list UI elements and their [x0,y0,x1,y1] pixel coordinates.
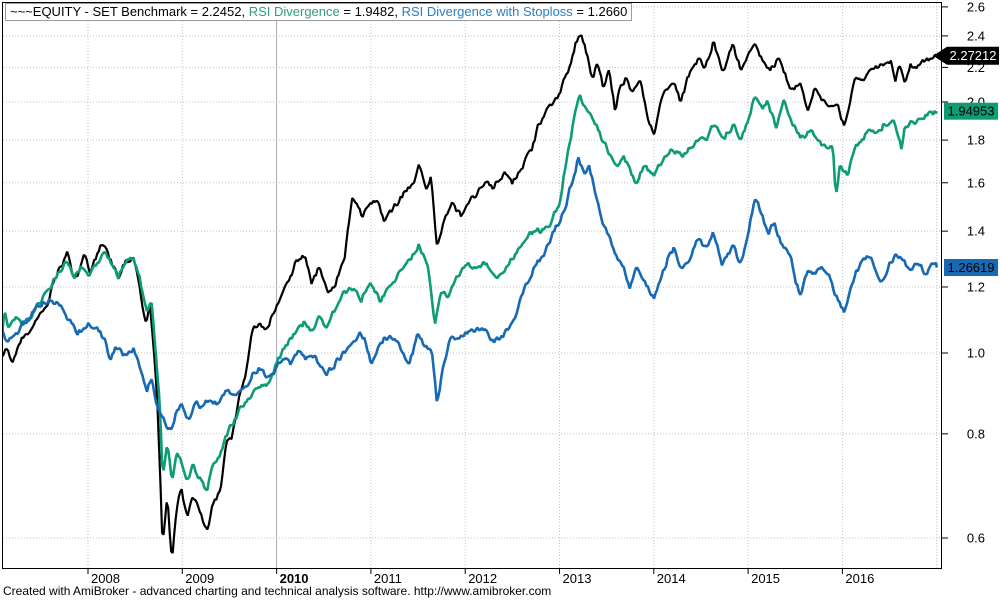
series-line-set-benchmark [3,34,938,554]
equity-series-lines [3,34,938,554]
price-flag-rsi-divergence-with-stoploss-label: 1.26619 [948,260,995,275]
price-flag-rsi-divergence-with-stoploss [944,259,998,277]
y-axis-label: 1.4 [967,224,985,239]
chart-title: ~~~EQUITY - SET Benchmark = 2.2452, RSI … [5,3,633,21]
plot-border [2,2,942,569]
x-axis-label: 2016 [845,571,874,586]
y-axis-label: 1.2 [967,279,985,294]
series-line-rsi-divergence-with-stoploss [3,157,938,431]
y-axis-label: 1.0 [967,346,985,361]
series-line-rsi-divergence [3,94,938,492]
x-axis-label: 2009 [185,571,214,586]
y-axis-label: 1.8 [967,133,985,148]
title-segment-rsi-divergence-stoploss-title: RSI Divergence with Stoploss [401,4,573,19]
price-flags: 2.27212 1.94953 1.26619 [933,46,999,277]
chart-plot-area[interactable] [3,3,941,568]
title-segment-rsi-divergence-value: = 1.9482, [339,4,402,19]
y-axis-label: 0.6 [967,531,985,546]
x-axis-label: 2014 [657,571,686,586]
price-flag-rsi-divergence-label: 1.94953 [948,104,995,119]
title-segment-rsi-divergence-title: RSI Divergence [248,4,340,19]
y-axis-label: 0.8 [967,426,985,441]
x-axis-label: 2013 [563,571,592,586]
x-axis-label: 2015 [751,571,780,586]
price-flag-set-benchmark [933,46,999,65]
y-axis-label: 2.6 [967,0,985,14]
x-axis-label: 2012 [468,571,497,586]
price-flag-rsi-divergence [944,102,998,120]
y-axis-label: 2.4 [967,28,985,43]
y-axis-label: 1.6 [967,175,985,190]
x-axis-label: 2010 [280,571,309,586]
x-axis: 2008 2009 2010 2011 2012 2013 2014 2015 2016 [87,569,874,586]
price-flag-set-benchmark-label: 2.27212 [950,48,997,63]
x-axis-label: 2008 [91,571,120,586]
title-segment-benchmark-title: ~~~EQUITY - SET Benchmark = 2.2452, [10,4,249,19]
x-axis-label: 2011 [374,571,402,586]
title-segment-rsi-divergence-stoploss-value: = 1.2660 [572,4,628,19]
amibroker-credit: Created with AmiBroker - advanced charti… [3,584,552,598]
